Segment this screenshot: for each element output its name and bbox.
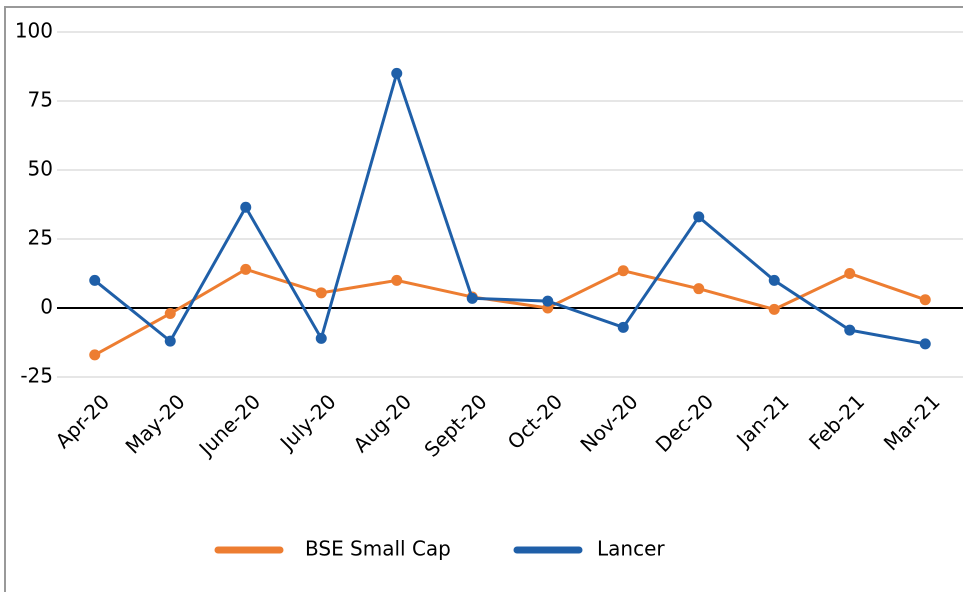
data-point [89, 274, 101, 286]
x-tick-label: Dec-20 [651, 389, 718, 456]
x-tick-label: July-20 [274, 389, 341, 456]
data-point [919, 338, 931, 350]
data-point [240, 263, 252, 275]
data-point [89, 349, 101, 361]
data-point [844, 268, 856, 279]
data-point [466, 292, 478, 304]
data-point [768, 303, 780, 315]
x-tick-label: Jan-21 [730, 389, 793, 452]
data-point [768, 274, 780, 286]
y-tick-label: -25 [20, 364, 53, 388]
data-point [617, 321, 629, 333]
data-point [315, 287, 327, 299]
x-tick-label: Mar-21 [879, 389, 945, 455]
y-tick-label: 50 [28, 157, 53, 181]
data-point [919, 294, 931, 306]
data-point [240, 201, 252, 213]
series-line [93, 68, 926, 346]
data-point [542, 295, 554, 307]
x-tick-label: Oct-20 [503, 389, 568, 454]
data-point [693, 283, 705, 295]
x-tick-label: Aug-20 [348, 389, 416, 457]
data-point [391, 274, 403, 286]
data-point [164, 335, 176, 347]
x-tick-label: June-20 [193, 389, 265, 461]
data-point [844, 324, 856, 336]
data-point [391, 67, 403, 79]
legend-label: BSE Small Cap [305, 537, 451, 561]
x-tick-label: Nov-20 [575, 389, 642, 456]
x-tick-label: Sept-20 [419, 389, 491, 461]
x-tick-label: Apr-20 [51, 389, 115, 453]
x-tick-label: May-20 [121, 389, 190, 458]
data-point [315, 332, 327, 344]
y-tick-label: 75 [28, 88, 53, 112]
data-point [693, 211, 705, 223]
x-tick-label: Feb-21 [804, 389, 869, 454]
data-point [617, 265, 629, 277]
frame [4, 6, 963, 592]
y-tick-label: 25 [28, 226, 53, 250]
y-tick-label: 0 [40, 295, 53, 319]
y-tick-label: 100 [15, 19, 53, 43]
data-point [164, 308, 176, 320]
legend-label: Lancer [597, 537, 665, 561]
series-line [94, 267, 926, 357]
